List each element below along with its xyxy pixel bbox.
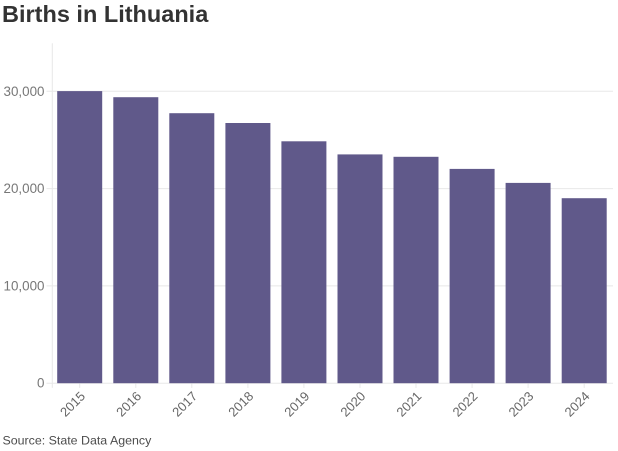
svg-text:2018: 2018: [225, 389, 256, 420]
svg-text:2020: 2020: [337, 389, 368, 420]
svg-text:2022: 2022: [449, 389, 480, 420]
svg-text:2016: 2016: [113, 389, 144, 420]
svg-text:0: 0: [37, 376, 44, 391]
svg-text:2023: 2023: [505, 389, 536, 420]
svg-text:2017: 2017: [169, 389, 200, 420]
svg-text:30,000: 30,000: [4, 84, 45, 99]
svg-text:2019: 2019: [281, 389, 312, 420]
svg-text:Births in Lithuania: Births in Lithuania: [2, 1, 209, 27]
svg-text:10,000: 10,000: [4, 278, 45, 293]
svg-text:20,000: 20,000: [4, 181, 45, 196]
svg-text:2024: 2024: [562, 389, 593, 420]
svg-text:Source: State Data Agency: Source: State Data Agency: [3, 433, 153, 447]
svg-text:2021: 2021: [393, 389, 424, 420]
svg-text:2015: 2015: [57, 389, 88, 420]
